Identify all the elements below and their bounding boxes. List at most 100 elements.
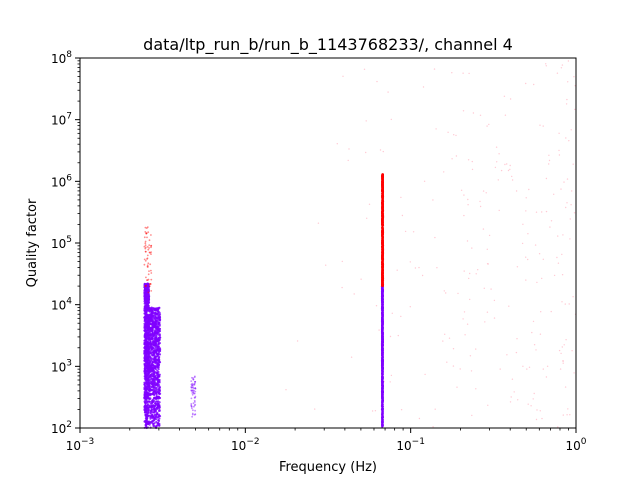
faint-data-point <box>487 263 489 265</box>
cluster-1-point <box>158 327 161 330</box>
cluster-1-point <box>152 352 155 356</box>
faint-data-point <box>371 410 374 412</box>
cluster-2-point <box>192 387 195 390</box>
faint-data-point <box>573 372 575 374</box>
cluster-1-point <box>151 383 154 386</box>
cluster-1-point <box>153 414 156 417</box>
cluster-3-point <box>381 331 384 334</box>
cluster-5-point <box>150 278 153 281</box>
cluster-1-point <box>155 355 158 358</box>
cluster-2-point <box>190 386 193 389</box>
cluster-5-point <box>144 231 147 233</box>
faint-data-point <box>558 154 561 156</box>
faint-data-point <box>483 287 485 289</box>
faint-data-point <box>397 334 399 337</box>
cluster-2-point <box>194 395 197 398</box>
cluster-3-point <box>381 357 384 360</box>
cluster-5-point <box>150 253 152 256</box>
cluster-3-point <box>381 301 384 304</box>
faint-data-point <box>404 230 407 233</box>
cluster-1-point <box>156 345 159 348</box>
faint-data-point <box>550 220 553 222</box>
cluster-0-point <box>143 291 146 294</box>
faint-data-point <box>528 366 531 368</box>
faint-data-point <box>509 401 512 403</box>
cluster-1-point <box>154 330 157 334</box>
y-tick-label: 108 <box>51 50 72 66</box>
cluster-1-point <box>152 308 156 311</box>
faint-data-point <box>336 143 338 145</box>
faint-data-point <box>573 212 576 214</box>
faint-data-point <box>296 340 299 342</box>
faint-data-point <box>563 344 565 346</box>
cluster-4-point <box>381 248 384 251</box>
cluster-3-point <box>381 360 384 363</box>
cluster-1-point <box>148 393 151 396</box>
cluster-0-point <box>144 377 147 380</box>
cluster-2-point <box>191 384 194 387</box>
cluster-3-point <box>381 305 384 309</box>
cluster-3-point <box>380 326 384 330</box>
cluster-1-point <box>153 347 156 350</box>
cluster-0-point <box>147 351 150 354</box>
cluster-0-point <box>145 283 149 286</box>
faint-data-point <box>463 270 465 272</box>
cluster-0-point <box>145 307 148 310</box>
faint-data-point <box>510 396 512 398</box>
faint-data-point <box>568 303 570 305</box>
cluster-3-point <box>381 383 384 386</box>
cluster-1-point <box>148 345 152 348</box>
faint-data-point <box>482 190 485 192</box>
cluster-2-point <box>194 403 197 406</box>
cluster-0-point <box>144 400 147 403</box>
cluster-3-point <box>381 405 384 409</box>
faint-data-point <box>572 296 574 298</box>
cluster-5-point <box>150 245 153 247</box>
faint-data-point <box>409 306 411 308</box>
faint-data-point <box>462 72 464 74</box>
faint-data-point <box>522 223 524 225</box>
faint-data-point <box>341 286 343 289</box>
cluster-0-point <box>143 289 146 292</box>
y-tick-label: 103 <box>51 358 72 374</box>
cluster-2-point <box>190 404 193 407</box>
cluster-5-point <box>148 244 151 247</box>
cluster-3-point <box>380 344 384 347</box>
cluster-5-point <box>144 242 147 245</box>
cluster-1-point <box>153 396 156 399</box>
cluster-5-point <box>145 285 147 287</box>
cluster-1-point <box>156 404 159 407</box>
cluster-1-point <box>149 350 152 353</box>
faint-data-point <box>545 210 548 213</box>
faint-data-point <box>463 194 465 196</box>
cluster-4-point <box>381 218 384 221</box>
cluster-5-point <box>147 248 150 251</box>
chart-title: data/ltp_run_b/run_b_1143768233/, channe… <box>143 35 513 55</box>
cluster-1-point <box>151 347 154 350</box>
faint-data-point <box>561 346 563 348</box>
cluster-1-point <box>153 400 156 403</box>
cluster-3-point <box>381 298 384 301</box>
cluster-1-point <box>152 341 155 344</box>
cluster-1-point <box>150 308 153 311</box>
cluster-0-point <box>144 342 147 345</box>
faint-data-point <box>540 311 542 313</box>
cluster-1-point <box>153 364 156 367</box>
cluster-3-point <box>381 411 384 414</box>
cluster-0-point <box>145 326 148 329</box>
cluster-1-point <box>154 356 157 359</box>
cluster-1-point <box>150 407 153 410</box>
cluster-0-point <box>144 357 147 360</box>
cluster-2-point <box>194 396 197 399</box>
cluster-2-point <box>194 387 197 390</box>
cluster-1-point <box>149 361 152 364</box>
cluster-1-point <box>149 341 152 344</box>
faint-data-point <box>423 180 426 182</box>
cluster-4-point <box>381 259 384 263</box>
faint-data-point <box>468 277 470 280</box>
cluster-3-point <box>381 375 384 378</box>
cluster-1-point <box>151 413 154 416</box>
cluster-2-point <box>194 380 197 383</box>
cluster-1-point <box>149 373 152 376</box>
faint-data-point <box>562 360 564 362</box>
